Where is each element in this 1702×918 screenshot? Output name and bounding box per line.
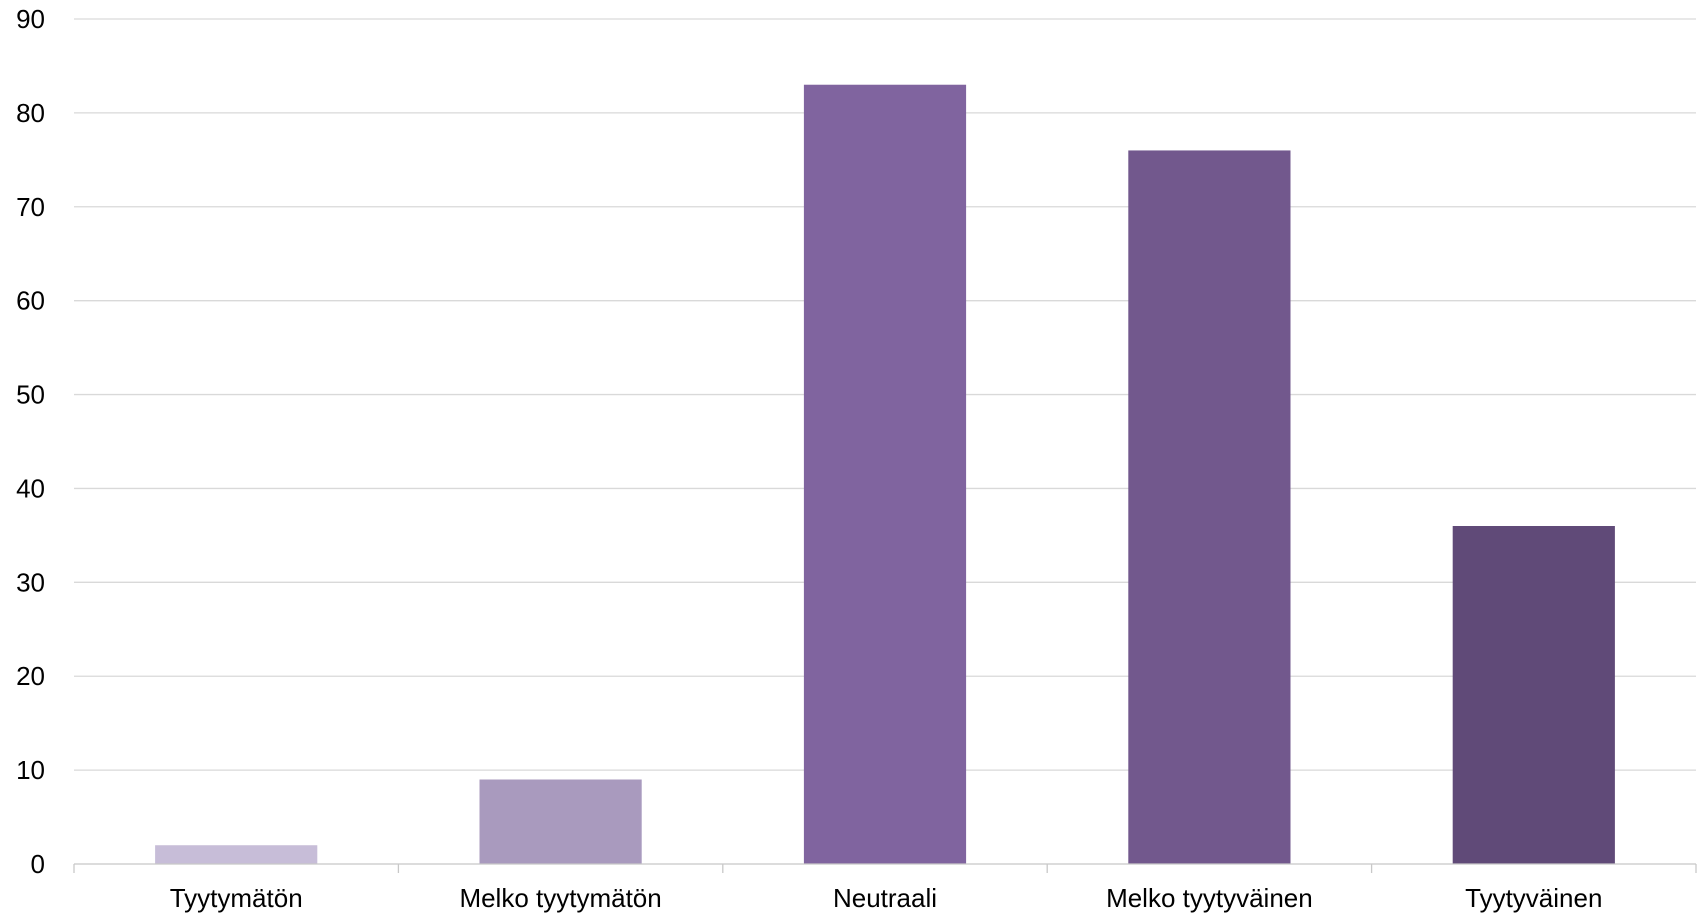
y-tick-label: 50 — [16, 380, 45, 410]
x-tick-label: Tyytyväinen — [1465, 883, 1602, 913]
bars — [155, 84, 1615, 864]
y-tick-label: 0 — [31, 849, 45, 879]
y-tick-label: 90 — [16, 4, 45, 34]
bar-5 — [1452, 526, 1615, 864]
x-tick-label: Melko tyytymätön — [459, 883, 661, 913]
bar-1 — [155, 845, 318, 864]
x-axis — [73, 863, 1697, 873]
x-axis-tick-labels: Tyytymätön Melko tyytymätön Neutraali Melko… — [170, 883, 1603, 913]
bar-3 — [803, 84, 967, 864]
y-tick-label: 60 — [16, 286, 45, 316]
y-tick-label: 10 — [16, 755, 45, 785]
x-tick-label: Tyytymätön — [170, 883, 303, 913]
y-axis-tick-labels: 0 10 20 30 40 50 60 70 80 90 — [16, 4, 45, 879]
bar-4 — [1128, 150, 1291, 864]
y-tick-label: 80 — [16, 98, 45, 128]
x-tick-label: Neutraali — [833, 883, 937, 913]
y-tick-label: 30 — [16, 567, 45, 597]
bar-2 — [479, 779, 642, 864]
y-tick-label: 40 — [16, 473, 45, 503]
y-tick-label: 70 — [16, 192, 45, 222]
y-tick-label: 20 — [16, 661, 45, 691]
x-tick-label: Melko tyytyväinen — [1106, 883, 1313, 913]
